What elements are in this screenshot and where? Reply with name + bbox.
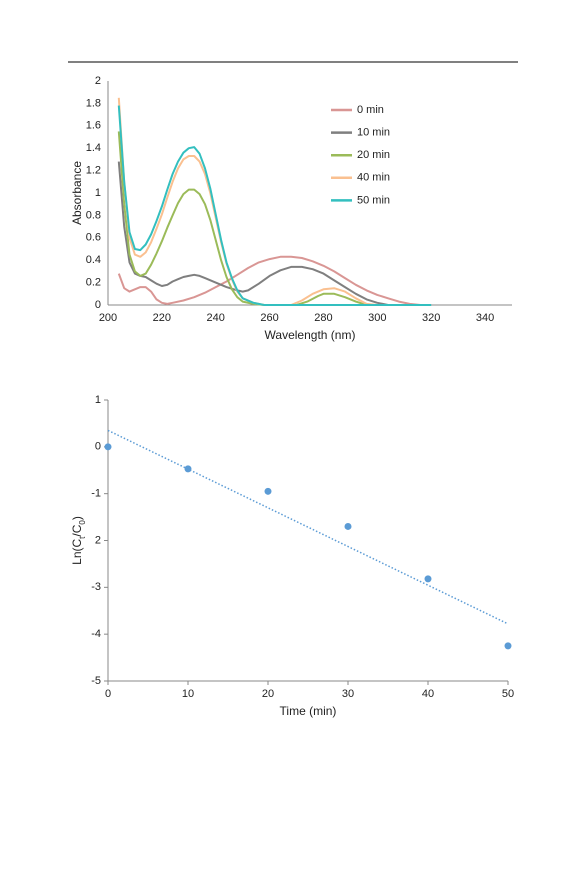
y-axis-title-part: t	[78, 536, 87, 539]
y-tick-label: 1	[95, 187, 101, 199]
y-axis-title: Absorbance	[70, 161, 84, 225]
y-tick-label: 2	[95, 75, 101, 87]
data-point	[264, 487, 272, 495]
y-tick-label: 0.6	[86, 232, 101, 244]
series-line	[117, 105, 432, 306]
legend-label: 50 min	[357, 194, 390, 206]
y-tick-label: 1.6	[86, 120, 101, 132]
data-point	[504, 642, 512, 650]
y-tick-label: 0.8	[86, 209, 101, 221]
y-axis-title-part: )	[70, 516, 84, 520]
x-tick-label: 260	[260, 312, 278, 324]
x-axis-title: Time (min)	[280, 704, 337, 718]
x-tick-label: 320	[422, 312, 440, 324]
y-tick-label: 2	[95, 534, 101, 546]
y-tick-label: -1	[91, 488, 101, 500]
y-tick-label: 0.4	[86, 254, 101, 266]
y-axis-title-part: 0	[78, 520, 87, 525]
data-point	[104, 443, 112, 451]
x-tick-label: 30	[342, 688, 354, 700]
x-tick-label: 10	[182, 688, 194, 700]
x-tick-label: 340	[476, 312, 494, 324]
data-point	[184, 465, 192, 473]
y-tick-label: -5	[91, 675, 101, 687]
x-tick-label: 220	[153, 312, 171, 324]
series-line	[117, 255, 421, 306]
x-axis-title: Wavelength (nm)	[265, 328, 356, 342]
y-axis-title-part: /C	[70, 524, 84, 536]
x-tick-label: 200	[99, 312, 117, 324]
x-tick-label: 40	[422, 688, 434, 700]
y-axis-title: Ln(Ct/C0)	[70, 516, 86, 565]
y-tick-label: 1.4	[86, 142, 101, 154]
y-tick-label: 1	[95, 394, 101, 406]
legend-label: 40 min	[357, 172, 390, 184]
series-line	[117, 161, 389, 306]
legend-label: 0 min	[357, 104, 384, 116]
y-tick-label: -4	[91, 628, 101, 640]
y-tick-label: 1.8	[86, 97, 101, 109]
x-tick-label: 20	[262, 688, 274, 700]
series-line	[117, 131, 367, 306]
y-tick-label: 0	[95, 299, 101, 311]
data-point	[424, 575, 432, 583]
x-tick-label: 50	[502, 688, 514, 700]
x-tick-label: 0	[105, 688, 111, 700]
data-point	[344, 522, 352, 530]
y-tick-label: 1.2	[86, 165, 101, 177]
y-tick-label: -3	[91, 581, 101, 593]
legend-label: 10 min	[357, 127, 390, 139]
trendline	[107, 429, 509, 625]
y-tick-label: 0.2	[86, 277, 101, 289]
y-axis-title-part: Ln(C	[70, 539, 84, 565]
y-tick-label: 0	[95, 441, 101, 453]
x-tick-label: 280	[314, 312, 332, 324]
x-tick-label: 300	[368, 312, 386, 324]
x-tick-label: 240	[207, 312, 225, 324]
legend-label: 20 min	[357, 149, 390, 161]
